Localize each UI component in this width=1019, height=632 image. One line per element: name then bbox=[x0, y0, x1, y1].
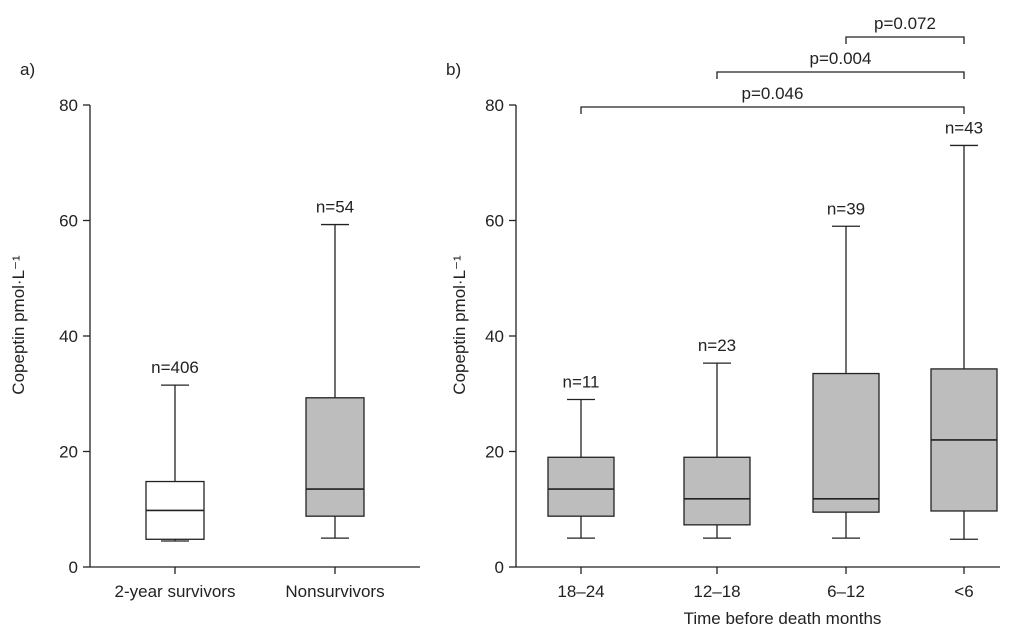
n-label: n=406 bbox=[151, 358, 199, 377]
p-value-label: p=0.072 bbox=[874, 14, 936, 33]
y-tick-label: 60 bbox=[485, 212, 504, 231]
x-tick-label: 18–24 bbox=[557, 582, 604, 601]
y-tick-label: 20 bbox=[59, 443, 78, 462]
x-tick-label: 12–18 bbox=[693, 582, 740, 601]
box-1: n=54 bbox=[305, 198, 365, 539]
panel-b: b) 0 20 40 60 80 Copeptin pmol·L⁻¹ n=11 18–24 n=2… bbox=[446, 14, 1000, 628]
iqr-box bbox=[547, 456, 615, 517]
x-tick-label: 2-year survivors bbox=[115, 582, 236, 601]
bracket-line bbox=[845, 36, 965, 44]
y-axis-label: Copeptin pmol·L⁻¹ bbox=[9, 255, 28, 395]
y-tick-label: 40 bbox=[59, 327, 78, 346]
box-0: n=11 bbox=[547, 373, 615, 539]
x-tick-label: 6–12 bbox=[827, 582, 865, 601]
panel-label: b) bbox=[446, 60, 461, 79]
y-tick-label: 0 bbox=[69, 558, 78, 577]
y-tick-label: 80 bbox=[485, 96, 504, 115]
bracket-line bbox=[716, 71, 965, 79]
bracket-line bbox=[580, 106, 965, 114]
x-tick-label: Nonsurvivors bbox=[285, 582, 384, 601]
n-label: n=11 bbox=[562, 373, 599, 392]
y-tick-label: 0 bbox=[495, 558, 504, 577]
n-label: n=39 bbox=[827, 199, 865, 218]
box-3: n=43 bbox=[930, 118, 998, 540]
y-tick-label: 80 bbox=[59, 96, 78, 115]
y-tick-label: 20 bbox=[485, 443, 504, 462]
iqr-box bbox=[683, 456, 751, 526]
comparison-bracket: p=0.072 bbox=[845, 14, 965, 44]
p-value-label: p=0.046 bbox=[742, 84, 804, 103]
x-axis-label: Time before death months bbox=[684, 609, 882, 628]
comparison-bracket: p=0.046 bbox=[580, 84, 965, 114]
x-tick-label: <6 bbox=[954, 582, 973, 601]
y-axis-label: Copeptin pmol·L⁻¹ bbox=[450, 255, 469, 395]
box-2: n=39 bbox=[812, 199, 880, 539]
comparison-bracket: p=0.004 bbox=[716, 49, 965, 79]
iqr-box bbox=[305, 397, 365, 517]
box-1: n=23 bbox=[683, 336, 751, 539]
p-value-label: p=0.004 bbox=[810, 49, 872, 68]
y-tick-label: 40 bbox=[485, 327, 504, 346]
n-label: n=23 bbox=[698, 336, 736, 355]
iqr-box bbox=[812, 372, 880, 513]
y-tick-label: 60 bbox=[59, 212, 78, 231]
n-label: n=54 bbox=[316, 198, 354, 217]
box-0: n=406 bbox=[145, 358, 205, 542]
panel-label: a) bbox=[20, 60, 35, 79]
panel-a: a) 0 20 40 60 80 Copeptin pmol·L⁻¹ n=406 2-year … bbox=[9, 60, 420, 601]
n-label: n=43 bbox=[945, 118, 983, 137]
